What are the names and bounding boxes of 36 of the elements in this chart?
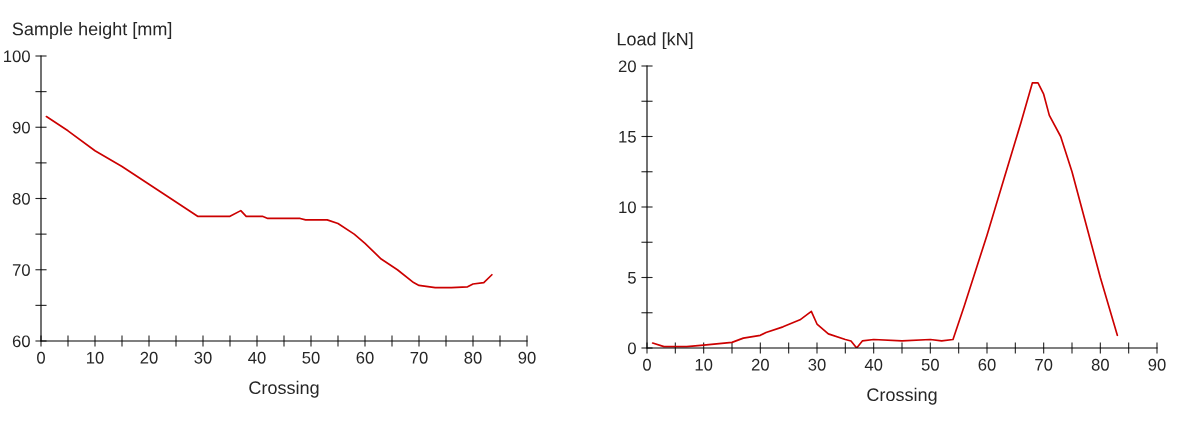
- line-series: [45, 115, 493, 289]
- x-axis-title: Crossing: [249, 380, 319, 398]
- x-tick-label: 40: [248, 351, 266, 364]
- x-tick-label: 60: [356, 351, 374, 364]
- y-tick-label: 20: [618, 60, 636, 73]
- x-tick-label: 90: [1148, 358, 1166, 371]
- x-tick-label: 50: [302, 351, 320, 364]
- x-tick-label: 20: [751, 358, 769, 371]
- line-series: [651, 82, 1119, 348]
- x-tick-label: 0: [643, 358, 651, 371]
- y-tick-label: 60: [12, 335, 30, 348]
- x-tick-label: 60: [978, 358, 996, 371]
- y-tick-label: 5: [627, 272, 636, 284]
- x-tick-label: 10: [87, 351, 104, 364]
- x-tick-label: 30: [194, 351, 212, 364]
- x-tick-label: 0: [37, 351, 45, 364]
- x-tick-label: 30: [808, 358, 826, 371]
- x-tick-label: 10: [695, 358, 713, 371]
- y-tick-label: 100: [4, 50, 30, 63]
- x-tick-label: 70: [410, 351, 428, 364]
- y-tick-label: 80: [12, 192, 30, 205]
- x-tick-label: 70: [1035, 358, 1053, 371]
- x-tick-label: 40: [864, 358, 883, 371]
- y-tick-label: 90: [12, 121, 30, 134]
- y-tick-label: 10: [619, 201, 636, 214]
- y-axis-title: Sample height [mm]: [12, 22, 172, 39]
- x-tick-label: 50: [921, 358, 939, 371]
- x-tick-label: 80: [464, 351, 482, 364]
- x-axis-title: Crossing: [867, 387, 937, 405]
- y-axis-title: Load [kN]: [617, 32, 693, 50]
- x-tick-label: 90: [518, 351, 536, 364]
- y-tick-label: 70: [12, 264, 30, 276]
- x-tick-label: 20: [140, 351, 158, 364]
- y-tick-label: 0: [627, 342, 636, 355]
- x-tick-label: 80: [1091, 358, 1109, 371]
- y-tick-label: 15: [619, 131, 636, 143]
